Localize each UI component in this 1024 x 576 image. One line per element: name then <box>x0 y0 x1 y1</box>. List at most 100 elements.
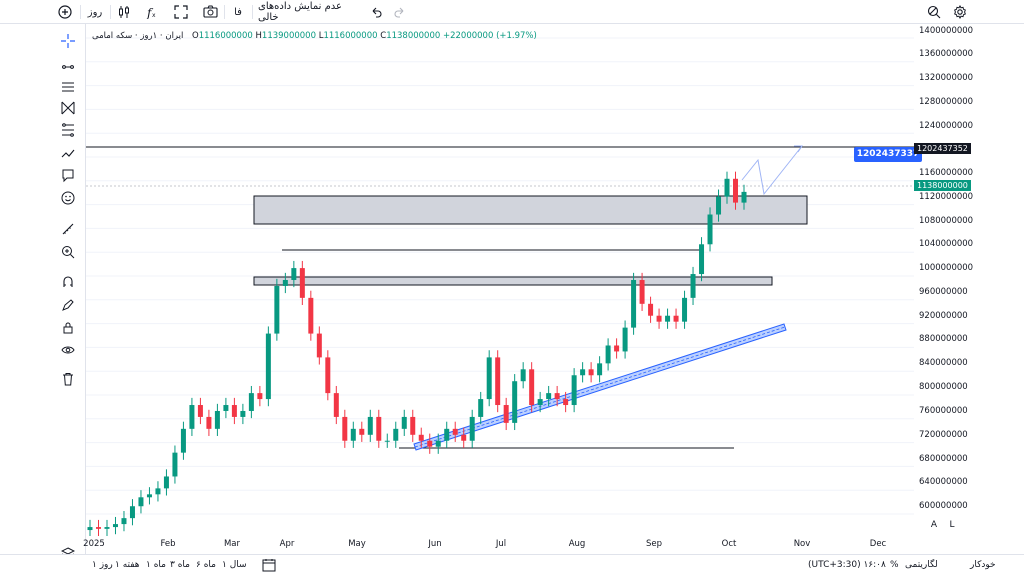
language-button[interactable]: فا <box>234 6 242 18</box>
chart-canvas[interactable] <box>86 24 914 538</box>
price-tick-label: 1160000000 <box>919 168 974 178</box>
settings-gear-icon[interactable] <box>951 3 969 21</box>
candle-up <box>486 357 492 400</box>
zoom-in-icon[interactable] <box>58 242 78 262</box>
range-6m[interactable]: ماه ۶ <box>196 560 216 570</box>
trash-icon[interactable] <box>58 369 78 389</box>
price-tick-label: 1400000000 <box>919 26 974 36</box>
candle-down <box>673 315 679 322</box>
candle-down <box>554 393 560 400</box>
time-tick-label: Dec <box>869 539 887 549</box>
candle-up <box>716 196 722 215</box>
candle-up <box>724 178 730 197</box>
legend-symbol: ایران · ۱روز · سکه امامی <box>92 31 184 41</box>
camera-icon[interactable] <box>201 3 219 21</box>
price-tick-label: 680000000 <box>919 454 968 464</box>
log-toggle[interactable]: لگاریتمی <box>905 560 938 570</box>
crosshair-icon[interactable] <box>58 31 78 51</box>
price-tick-label: 1040000000 <box>919 239 974 249</box>
legend-low: 1116000000 <box>323 31 378 41</box>
range-1d[interactable]: روز ۱ <box>92 560 113 570</box>
drawing-mode-icon[interactable] <box>58 295 78 315</box>
legend-change: +22000000 (+1.97%) <box>442 31 537 41</box>
candles-group <box>87 171 747 538</box>
candle-up <box>393 428 399 441</box>
candle-down <box>563 399 569 406</box>
price-tick-label: 880000000 <box>919 334 968 344</box>
auto-toggle[interactable]: خودکار <box>970 560 996 570</box>
candle-up <box>138 497 144 507</box>
trend-line-icon[interactable] <box>58 57 78 77</box>
eye-icon[interactable] <box>58 340 78 360</box>
forecast-icon[interactable] <box>58 143 78 163</box>
lock-icon[interactable] <box>58 318 78 338</box>
candle-up <box>155 488 161 495</box>
time-tick-label: Aug <box>568 539 586 549</box>
candle-up <box>291 268 297 280</box>
range-3m[interactable]: ماه ۳ <box>170 560 190 570</box>
object-tree-icon[interactable] <box>925 3 943 21</box>
candle-up <box>469 416 475 441</box>
ruler-icon[interactable] <box>58 219 78 239</box>
add-symbol-icon[interactable] <box>56 3 74 21</box>
candle-up <box>104 527 110 529</box>
candle-down <box>206 416 212 429</box>
time-tick-label: Jul <box>495 539 507 549</box>
candle-down <box>648 303 654 316</box>
date-range-icon[interactable] <box>262 558 276 575</box>
bottom-bar: روز ۱ هفته ۱ ماه ۱ ماه ۳ ماه ۶ سال ۱ (UT… <box>0 554 1024 576</box>
range-1w[interactable]: هفته ۱ <box>115 560 140 570</box>
projection-path[interactable] <box>741 145 803 196</box>
undo-icon[interactable] <box>368 3 384 21</box>
price-tick-label: 600000000 <box>919 501 968 511</box>
candle-up <box>112 524 118 528</box>
candle-up <box>189 405 195 429</box>
timezone-clock[interactable]: (UTC+3:30) ۱۶:۰۸ <box>808 560 886 570</box>
candle-down <box>733 178 739 203</box>
candle-down <box>495 357 501 406</box>
parallel-channel-icon[interactable] <box>58 77 78 97</box>
candle-up <box>597 363 603 376</box>
range-1m[interactable]: ماه ۱ <box>146 560 166 570</box>
candle-up <box>546 393 552 400</box>
price-tick-label: 1320000000 <box>919 73 974 83</box>
magnet-icon[interactable] <box>58 272 78 292</box>
percent-toggle[interactable]: % <box>890 560 899 570</box>
supply-zone-upper[interactable] <box>253 195 808 225</box>
annotation-icon[interactable] <box>58 166 78 186</box>
redo-icon[interactable] <box>392 3 408 21</box>
target-price-callout[interactable]: 1202437337 <box>854 147 922 162</box>
log-scale-button[interactable]: L <box>949 520 955 530</box>
price-chart[interactable]: 1202437337 <box>86 24 922 538</box>
fullscreen-icon[interactable] <box>172 3 190 21</box>
candle-up <box>367 416 373 435</box>
fib-retracement-icon[interactable] <box>58 120 78 140</box>
candle-up <box>384 440 390 442</box>
candle-down <box>325 357 331 394</box>
pitchfork-icon[interactable] <box>58 98 78 118</box>
legend-high: 1139000000 <box>261 31 316 41</box>
candle-down <box>359 428 365 435</box>
price-tick-label: 960000000 <box>919 287 968 297</box>
candle-down <box>342 416 348 441</box>
ohlc-legend: O1116000000 H1139000000 L1116000000 C113… <box>192 31 537 43</box>
price-tick-label: 1240000000 <box>919 121 974 131</box>
empty-data-toggle[interactable]: عدم نمایش داده‌های خالی <box>258 1 342 23</box>
auto-scale-button[interactable]: A <box>930 520 938 530</box>
candles-icon[interactable] <box>115 3 133 21</box>
emoji-icon[interactable] <box>58 188 78 208</box>
candle-up <box>129 506 135 519</box>
candle-up <box>682 297 688 322</box>
supply-zone-lower[interactable] <box>253 276 773 286</box>
legend-open: 1116000000 <box>198 31 253 41</box>
interval-button[interactable]: روز <box>87 6 103 18</box>
time-scale[interactable]: 2025 Feb Mar Apr May Jun Jul Aug Sep Oct Nov Dec <box>83 536 914 554</box>
legend-close-label: C <box>380 31 387 41</box>
candle-up <box>665 315 671 322</box>
candle-down <box>257 393 263 400</box>
candle-down <box>588 369 594 376</box>
legend-close: 1138000000 <box>386 31 441 41</box>
range-1y[interactable]: سال ۱ <box>222 560 247 570</box>
